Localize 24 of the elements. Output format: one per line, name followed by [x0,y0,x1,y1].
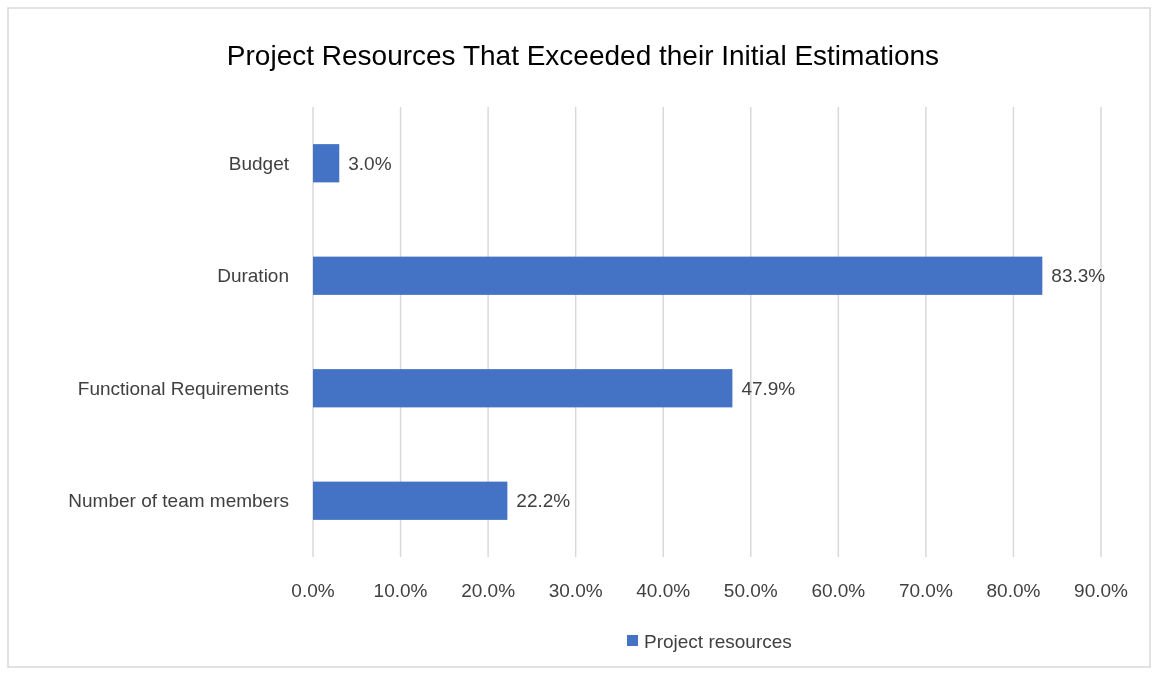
data-label: 83.3% [1051,265,1106,287]
bar [313,256,1043,295]
chart-title: Project Resources That Exceeded their Initial Estimations [226,39,940,71]
y-tick-label: Number of team members [68,490,289,512]
y-tick-label: Functional Requirements [77,377,289,399]
x-tick-label: 80.0% [986,579,1041,601]
x-tick-label: 0.0% [291,579,335,601]
x-tick-label: 70.0% [898,579,953,601]
legend-label: Project resources [644,630,792,652]
x-tick-label: 50.0% [723,579,778,601]
y-tick-label: Budget [228,152,290,174]
x-tick-label: 10.0% [373,579,428,601]
data-label: 22.2% [516,490,571,512]
bar [313,144,340,183]
bar [313,481,508,520]
x-tick-label: 60.0% [811,579,866,601]
x-tick-label: 30.0% [548,579,603,601]
data-label: 3.0% [348,152,392,174]
x-tick-label: 20.0% [461,579,516,601]
x-tick-label: 40.0% [636,579,691,601]
y-tick-label: Duration [217,265,289,287]
x-tick-label: 90.0% [1074,579,1129,601]
data-label: 47.9% [741,377,796,399]
bar [313,369,733,408]
